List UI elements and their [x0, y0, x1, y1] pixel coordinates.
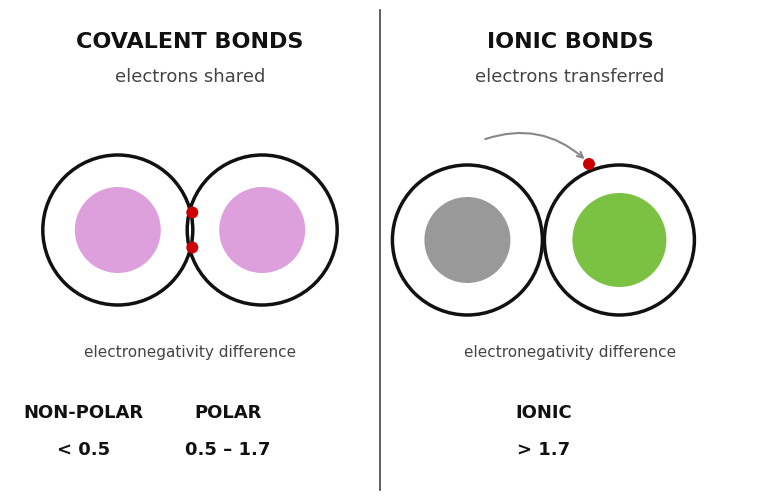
Text: electronegativity difference: electronegativity difference [84, 345, 296, 360]
Text: > 1.7: > 1.7 [517, 441, 570, 459]
Ellipse shape [392, 165, 543, 315]
Text: electronegativity difference: electronegativity difference [464, 345, 676, 360]
Text: IONIC BONDS: IONIC BONDS [486, 32, 654, 52]
Text: COVALENT BONDS: COVALENT BONDS [76, 32, 304, 52]
Text: POLAR: POLAR [195, 404, 261, 421]
Text: IONIC: IONIC [515, 404, 572, 421]
Text: electrons transferred: electrons transferred [475, 68, 665, 86]
Ellipse shape [583, 158, 595, 170]
Text: < 0.5: < 0.5 [57, 441, 110, 459]
Ellipse shape [572, 193, 667, 287]
Ellipse shape [219, 187, 306, 273]
Text: 0.5 – 1.7: 0.5 – 1.7 [185, 441, 271, 459]
Ellipse shape [43, 155, 193, 305]
Ellipse shape [544, 165, 695, 315]
Ellipse shape [187, 155, 337, 305]
Ellipse shape [186, 242, 198, 254]
Text: NON-POLAR: NON-POLAR [24, 404, 144, 421]
Ellipse shape [74, 187, 161, 273]
Ellipse shape [186, 206, 198, 218]
Ellipse shape [424, 197, 511, 283]
Text: electrons shared: electrons shared [115, 68, 265, 86]
